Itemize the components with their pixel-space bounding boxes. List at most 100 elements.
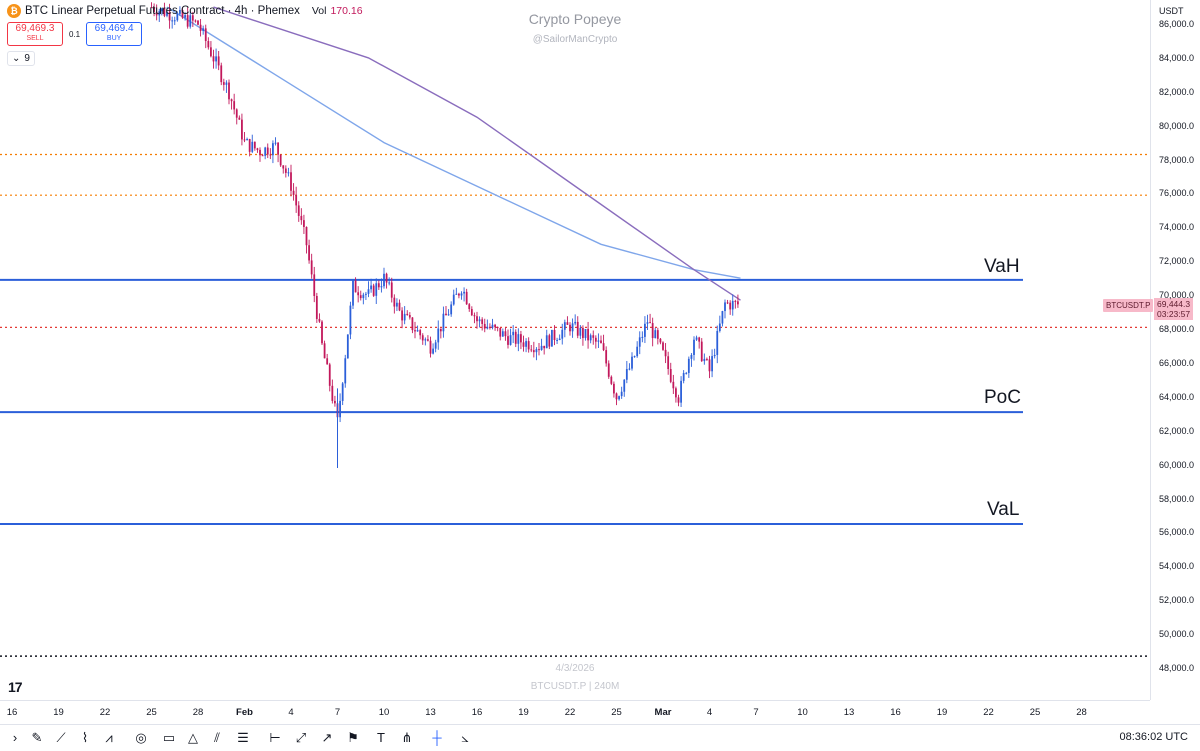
candle-body (483, 323, 486, 329)
price-tick-label: 54,000.0 (1159, 561, 1195, 572)
indicators-toggle[interactable]: ⌄ 9 (7, 51, 35, 66)
crosshair-icon[interactable]: ┼ (432, 730, 442, 745)
candle-body (641, 336, 644, 338)
zone-label-poc: PoC (984, 387, 1021, 408)
parallel-channel-icon[interactable]: ⫽ (214, 730, 220, 745)
candle-body (693, 339, 695, 355)
chart-area[interactable]: ₿ BTC Linear Perpetual Futures Contract … (0, 0, 1150, 700)
candle-body (677, 397, 680, 403)
candle-body (284, 168, 287, 173)
text-icon[interactable]: T (377, 730, 385, 745)
candle-body (287, 172, 290, 174)
price-axis[interactable]: USDT BTCUSDT.P 69,444.3 03:23:57 48,000.… (1103, 0, 1200, 700)
chart-canvas[interactable] (0, 0, 1150, 700)
candle-body (292, 190, 295, 195)
price-tick-label: 56,000.0 (1159, 527, 1195, 538)
candle-body (646, 322, 649, 324)
pitchfork-icon[interactable]: ⋔ (401, 730, 413, 745)
candle-body (321, 321, 323, 344)
candle-body (445, 313, 447, 316)
measure-icon[interactable]: ⊢ (269, 730, 281, 745)
watermark-symbol-interval: BTCUSDT.P | 240M (530, 681, 620, 692)
candle-body (731, 300, 734, 310)
candle-body (718, 323, 721, 331)
currency-label[interactable]: USDT (1159, 6, 1184, 16)
candle-body (233, 101, 236, 110)
candle-body (589, 335, 592, 341)
candle-body (235, 109, 238, 118)
candle-body (496, 326, 499, 328)
candle-body (359, 295, 362, 299)
candle-body (607, 363, 610, 377)
indicator-count: 9 (24, 53, 30, 64)
candle-body (532, 350, 535, 353)
clock[interactable]: 08:36:02 UTC (1119, 731, 1188, 743)
price-tick-label: 62,000.0 (1159, 425, 1195, 436)
sell-price: 69,469.3 (15, 23, 55, 34)
candle-body (737, 301, 739, 305)
candle-body (269, 154, 272, 156)
candle-body (662, 342, 664, 350)
trend-line-icon[interactable]: ⟋ (56, 730, 66, 745)
candle-body (530, 349, 533, 351)
circle-icon[interactable]: ◎ (135, 730, 147, 745)
candle-body (644, 323, 646, 337)
candle-body (383, 273, 385, 287)
candle-body (620, 391, 623, 397)
candle-body (181, 10, 184, 18)
time-axis[interactable]: 16 19 22 25 28 Feb 4 7 10 13 16 19 22 25 Mar 4 7 10 13 16 19… (0, 700, 1150, 725)
sell-button[interactable]: 69,469.3 SELL (7, 22, 63, 46)
candle-body (716, 330, 719, 355)
time-tick-label: 13 (425, 707, 436, 718)
candle-body (264, 147, 267, 156)
candle-body (246, 139, 248, 141)
candle-body (458, 293, 460, 296)
polyline-icon[interactable]: ⩘ (105, 730, 113, 745)
candle-body (566, 322, 569, 325)
rectangle-icon[interactable]: ▭ (162, 730, 176, 745)
candle-body (243, 139, 246, 141)
candle-body (734, 300, 737, 302)
ruler-icon[interactable]: ⦣ (461, 730, 469, 745)
candle-body (315, 296, 318, 319)
volume-value: 170.16 (330, 5, 363, 17)
candle-body (189, 15, 192, 27)
candle-body (571, 323, 574, 332)
toolbar-expand-icon[interactable]: › (12, 730, 18, 745)
candle-body (587, 328, 589, 341)
candle-body (204, 28, 207, 42)
flag-icon[interactable]: ⚑ (347, 730, 359, 745)
candle-body (439, 328, 442, 332)
candle-body (455, 293, 458, 295)
long-position-icon[interactable]: ⤢ (295, 730, 307, 745)
price-tick-label: 50,000.0 (1159, 629, 1195, 640)
candle-body (579, 327, 582, 336)
brush-icon[interactable]: ✎ (31, 730, 43, 745)
arrow-icon[interactable]: ↗ (321, 730, 333, 745)
candle-body (473, 315, 476, 317)
candle-body (370, 285, 372, 290)
candle-body (613, 383, 615, 394)
time-tick-label: 10 (797, 707, 808, 718)
path-icon[interactable]: ⌇ (81, 730, 89, 745)
candle-body (163, 8, 166, 16)
fib-retracement-icon[interactable]: ☰ (237, 730, 249, 745)
price-tick-label: 60,000.0 (1159, 459, 1195, 470)
triangle-icon[interactable]: △ (188, 730, 198, 745)
candle-body (592, 335, 595, 338)
candle-body (176, 13, 179, 21)
symbol-title[interactable]: BTC Linear Perpetual Futures Contract · … (25, 5, 300, 17)
candle-body (308, 245, 310, 261)
buy-button[interactable]: 69,469.4 BUY (86, 22, 143, 46)
candle-body (584, 328, 587, 338)
candle-body (199, 24, 202, 31)
candle-body (605, 350, 608, 364)
candle-body (618, 396, 620, 400)
tradingview-logo-icon[interactable]: 17 (8, 679, 23, 695)
price-tick-label: 76,000.0 (1159, 188, 1195, 199)
buy-price: 69,469.4 (94, 23, 134, 34)
candle-body (574, 321, 577, 324)
time-tick-label: 19 (53, 707, 64, 718)
time-tick-label: Feb (236, 707, 253, 718)
candle-body (434, 342, 437, 349)
